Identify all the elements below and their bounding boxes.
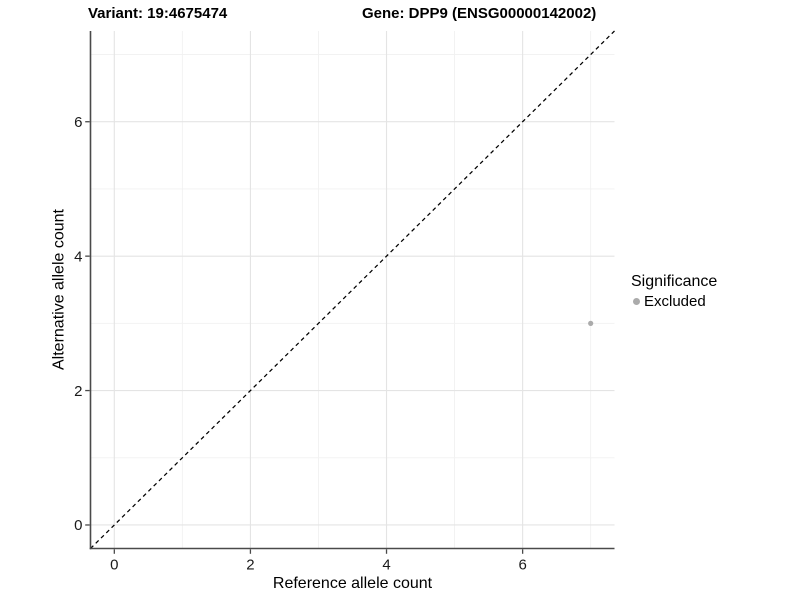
x-tick-label: 2 bbox=[246, 557, 254, 574]
x-tick-label: 4 bbox=[382, 557, 390, 574]
x-tick-label: 0 bbox=[110, 557, 118, 574]
grid-minor bbox=[90, 31, 615, 549]
x-tick-label: 6 bbox=[518, 557, 526, 574]
gene-title: Gene: DPP9 (ENSG00000142002) bbox=[362, 5, 597, 22]
legend-item-label: Excluded bbox=[644, 292, 706, 310]
grid-major bbox=[90, 31, 615, 549]
legend-title: Significance bbox=[631, 273, 718, 290]
y-tick-label: 0 bbox=[74, 517, 82, 534]
tick-labels: 0 2 4 6 0 2 4 6 bbox=[74, 114, 527, 574]
data-points bbox=[588, 320, 594, 326]
identity-reference-line bbox=[90, 30, 615, 549]
legend-item: Excluded bbox=[631, 292, 717, 310]
legend: Significance Excluded bbox=[631, 272, 717, 310]
legend-key-dot-icon bbox=[633, 297, 640, 305]
x-axis-title: Reference allele count bbox=[272, 575, 433, 592]
y-tick-label: 6 bbox=[74, 114, 82, 131]
y-tick-label: 4 bbox=[74, 248, 82, 265]
data-point bbox=[588, 320, 594, 326]
y-tick-label: 2 bbox=[74, 383, 82, 400]
tick-marks bbox=[85, 121, 524, 554]
y-axis-title: Alternative allele count bbox=[50, 209, 68, 370]
legend-items: Excluded bbox=[631, 292, 717, 310]
variant-title: Variant: 19:4675474 bbox=[88, 5, 228, 22]
axis-lines bbox=[89, 31, 615, 550]
